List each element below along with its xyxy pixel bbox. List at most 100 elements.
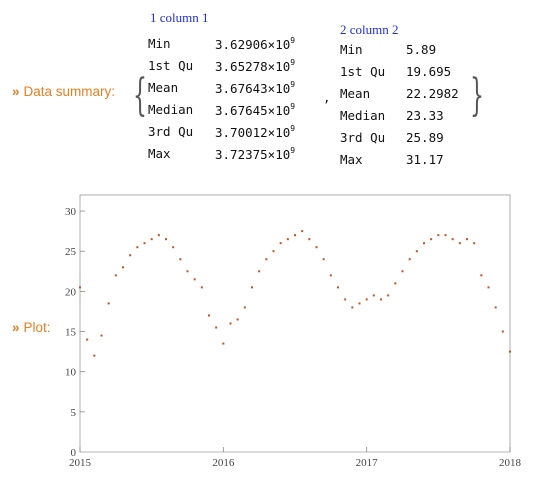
data-point <box>437 234 439 236</box>
data-point <box>495 306 497 308</box>
data-point <box>380 298 382 300</box>
data-point <box>344 298 346 300</box>
x-tick-label: 2017 <box>356 457 379 469</box>
chevron-icon: » <box>12 320 20 335</box>
data-point <box>187 270 189 272</box>
data-point <box>509 351 511 353</box>
data-point <box>237 318 239 320</box>
data-point <box>287 238 289 240</box>
data-point <box>480 274 482 276</box>
data-point <box>86 339 88 341</box>
col1-stat-label: Mean <box>148 80 178 95</box>
data-point <box>402 270 404 272</box>
data-point <box>122 266 124 268</box>
col1-stat-label: Min <box>148 36 171 51</box>
data-point <box>502 331 504 333</box>
data-point <box>179 258 181 260</box>
data-point <box>351 306 353 308</box>
data-point <box>337 286 339 288</box>
data-point <box>172 246 174 248</box>
data-point <box>452 238 454 240</box>
data-point <box>194 278 196 280</box>
x-tick-label: 2015 <box>69 457 92 469</box>
plot-label-text: Plot: <box>24 320 51 335</box>
col2-stat-label: Max <box>340 152 363 167</box>
data-point <box>108 302 110 304</box>
col2-stat-value: 19.695 <box>406 64 451 79</box>
col2-stat-label: Min <box>340 42 363 57</box>
column1-title: 1 column 1 <box>150 10 209 26</box>
data-point <box>294 234 296 236</box>
data-point <box>330 274 332 276</box>
x-tick-label: 2018 <box>499 457 522 469</box>
col1-stat-value: 3.67643×109 <box>215 80 295 96</box>
col1-stat-label: Median <box>148 102 193 117</box>
data-point <box>230 323 232 325</box>
col1-stat-value: 3.72375×109 <box>215 146 295 162</box>
data-point <box>423 242 425 244</box>
data-point <box>79 286 81 288</box>
y-tick-label: 5 <box>71 407 77 419</box>
data-point <box>273 250 275 252</box>
data-point <box>394 282 396 284</box>
data-point <box>208 314 210 316</box>
data-point <box>323 258 325 260</box>
col2-stat-value: 22.2982 <box>406 86 459 101</box>
data-point <box>129 254 131 256</box>
plot-frame <box>80 195 510 452</box>
column2-title: 2 column 2 <box>340 22 399 38</box>
col1-stat-value: 3.70012×109 <box>215 124 295 140</box>
y-tick-label: 30 <box>65 206 77 218</box>
data-point <box>416 250 418 252</box>
data-point <box>373 294 375 296</box>
data-point <box>165 238 167 240</box>
y-tick-label: 15 <box>65 327 77 339</box>
data-point <box>488 286 490 288</box>
col2-stat-label: Mean <box>340 86 370 101</box>
col2-stat-label: 1st Qu <box>340 64 385 79</box>
data-point <box>409 258 411 260</box>
col2-stat-value: 25.89 <box>406 130 444 145</box>
col1-stat-label: Max <box>148 146 171 161</box>
data-point <box>136 246 138 248</box>
data-point <box>316 246 318 248</box>
x-tick-label: 2016 <box>212 457 235 469</box>
data-point <box>265 258 267 260</box>
col1-stat-value: 3.67645×109 <box>215 102 295 118</box>
y-tick-label: 0 <box>71 447 77 459</box>
y-tick-label: 25 <box>65 246 77 258</box>
data-point <box>158 234 160 236</box>
data-point <box>101 335 103 337</box>
column-separator: , <box>323 90 331 105</box>
data-point <box>459 242 461 244</box>
data-point <box>251 286 253 288</box>
y-tick-label: 20 <box>65 286 77 298</box>
col1-stat-label: 1st Qu <box>148 58 193 73</box>
data-point <box>215 327 217 329</box>
data-point <box>115 274 117 276</box>
data-point <box>473 242 475 244</box>
data-point <box>308 238 310 240</box>
data-point <box>244 306 246 308</box>
col1-stat-value: 3.65278×109 <box>215 58 295 74</box>
chevron-icon: » <box>12 84 20 99</box>
col1-stat-value: 3.62906×109 <box>215 36 295 52</box>
data-point <box>359 302 361 304</box>
data-point <box>445 234 447 236</box>
col2-stat-label: Median <box>340 108 385 123</box>
left-brace: { <box>133 70 147 121</box>
data-point <box>387 294 389 296</box>
data-point <box>466 238 468 240</box>
data-point <box>144 242 146 244</box>
right-brace: } <box>470 70 484 121</box>
data-point <box>280 242 282 244</box>
data-summary-label: » Data summary: <box>12 84 115 99</box>
col2-stat-value: 5.89 <box>406 42 436 57</box>
col2-stat-value: 31.17 <box>406 152 444 167</box>
data-point <box>430 238 432 240</box>
y-tick-label: 10 <box>65 367 77 379</box>
data-point <box>222 343 224 345</box>
data-point <box>366 298 368 300</box>
data-point <box>258 270 260 272</box>
data-point <box>301 230 303 232</box>
